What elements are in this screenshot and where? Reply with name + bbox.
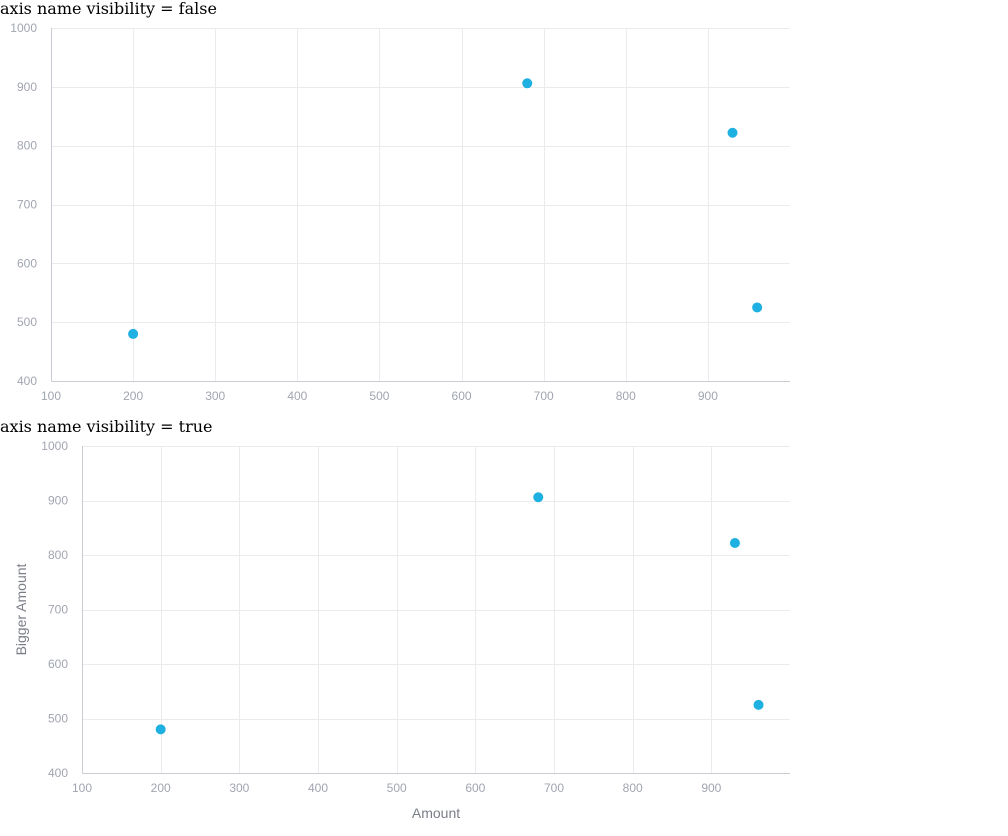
x-axis-name: Amount	[412, 805, 460, 821]
y-tick-label: 900	[48, 494, 68, 508]
y-tick-label: 500	[48, 712, 68, 726]
data-point[interactable]	[727, 127, 738, 138]
y-tick-label: 900	[17, 80, 37, 94]
y-tick-label: 800	[48, 548, 68, 562]
scatter-chart-axis-name-hidden: 400 500 600 700 800 900 1000 100 200 300 400 500 600…	[10, 21, 790, 403]
data-point[interactable]	[753, 699, 764, 710]
x-tick-label: 700	[534, 389, 554, 403]
x-tick-label: 100	[72, 781, 92, 795]
data-point[interactable]	[752, 302, 763, 313]
x-tick-label: 700	[544, 781, 564, 795]
chart-title-axis-name-hidden: axis name visibility = false	[0, 0, 217, 18]
data-point[interactable]	[522, 78, 533, 89]
x-tick-label: 800	[616, 389, 636, 403]
y-tick-label: 1000	[41, 439, 68, 453]
data-point[interactable]	[533, 492, 544, 503]
y-tick-label: 600	[48, 657, 68, 671]
x-tick-label: 400	[308, 781, 328, 795]
data-point[interactable]	[729, 538, 740, 549]
x-tick-label: 800	[623, 781, 643, 795]
x-tick-label: 200	[151, 781, 171, 795]
x-tick-label: 900	[701, 781, 721, 795]
data-point[interactable]	[155, 724, 166, 735]
x-tick-label: 600	[452, 389, 472, 403]
y-tick-label: 400	[17, 374, 37, 388]
y-tick-label: 800	[17, 139, 37, 153]
y-tick-label: 700	[48, 603, 68, 617]
y-tick-label: 700	[17, 198, 37, 212]
x-tick-label: 500	[369, 389, 389, 403]
chart-title-axis-name-visible: axis name visibility = true	[0, 417, 213, 436]
x-tick-label: 200	[123, 389, 143, 403]
y-tick-label: 500	[17, 315, 37, 329]
x-tick-label: 100	[41, 389, 61, 403]
y-tick-label: 400	[48, 766, 68, 780]
scatter-chart-axis-name-visible: 400 500 600 700 800 900 1000 100 200 300 400 500 600…	[13, 439, 790, 821]
x-tick-label: 600	[465, 781, 485, 795]
data-point[interactable]	[128, 328, 139, 339]
y-axis-name: Bigger Amount	[13, 563, 29, 655]
x-tick-label: 900	[698, 389, 718, 403]
x-tick-label: 300	[205, 389, 225, 403]
x-tick-label: 300	[229, 781, 249, 795]
x-tick-label: 400	[287, 389, 307, 403]
y-tick-label: 600	[17, 256, 37, 270]
y-tick-label: 1000	[10, 21, 37, 35]
x-tick-label: 500	[387, 781, 407, 795]
